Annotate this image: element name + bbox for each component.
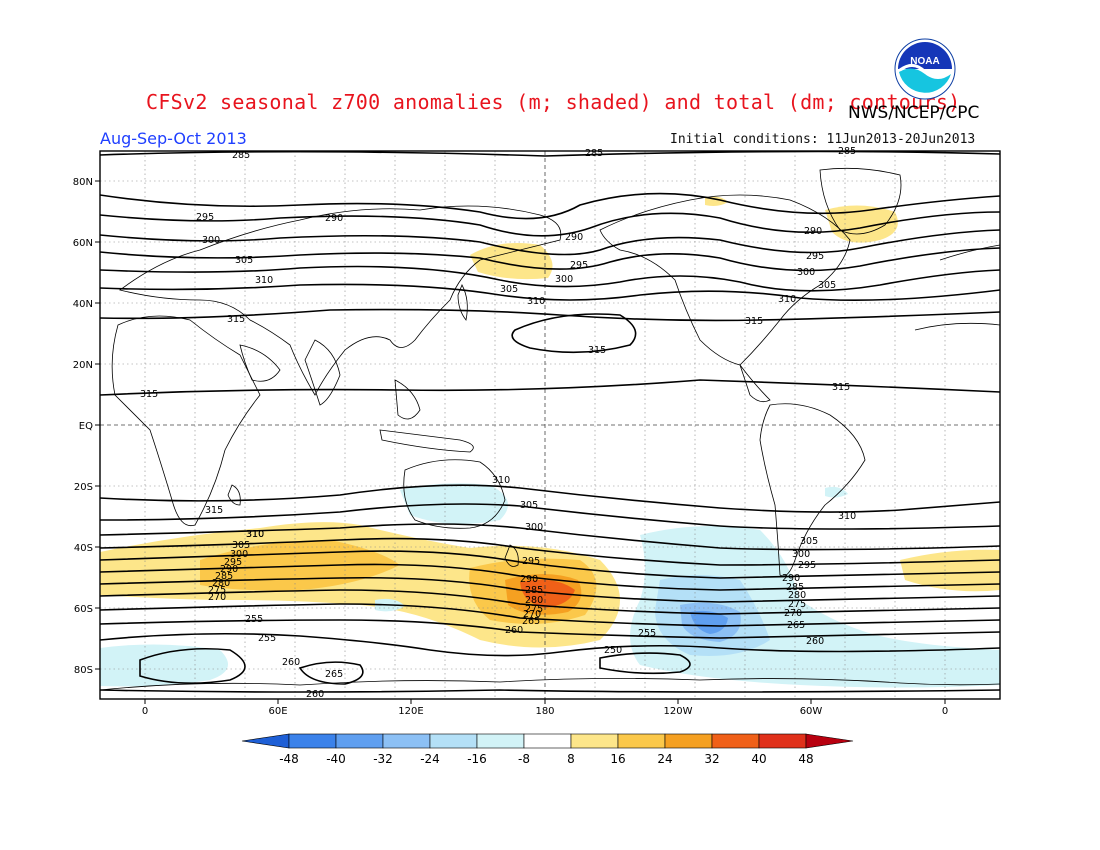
contour-label: 295 [224, 557, 242, 568]
lat-label: EQ [79, 421, 93, 432]
lat-label: 20N [73, 360, 93, 371]
contour-label: 270 [523, 609, 541, 620]
contour-label: 285 [786, 582, 804, 593]
contour-label: 295 [522, 556, 540, 567]
contour-label: 285 [215, 571, 233, 582]
contour-label: 250 [604, 645, 622, 656]
lat-label: 40S [74, 543, 93, 554]
contour-label: 265 [787, 620, 805, 631]
contour-label: 265 [325, 669, 343, 680]
contour-label: 305 [520, 500, 538, 511]
contour-label: 290 [325, 213, 343, 224]
contour-label: 315 [140, 389, 158, 400]
lon-label: 60W [800, 706, 823, 717]
lon-label: 120W [664, 706, 693, 717]
graticule [100, 151, 1000, 699]
contour-label: 305 [235, 255, 253, 266]
contour-label: 300 [230, 549, 248, 560]
lon-label: 60E [268, 706, 287, 717]
contour-label: 300 [792, 549, 810, 560]
contour-label: 290 [804, 226, 822, 237]
lat-label: 40N [73, 299, 93, 310]
map-title: CFSv2 seasonal z700 anomalies (m; shaded… [146, 90, 961, 114]
height-contours [100, 151, 1000, 693]
contour-label: 255 [638, 628, 656, 639]
contour-label: 295 [806, 251, 824, 262]
contour-label: 305 [800, 536, 818, 547]
contour-label: 315 [205, 505, 223, 516]
contour-label: 305 [818, 280, 836, 291]
contour-label: 310 [492, 475, 510, 486]
lat-label: 80N [73, 177, 93, 188]
contour-label: 280 [788, 590, 806, 601]
contour-label: 310 [246, 529, 264, 540]
contour-labels: 285 285 285 290 290 290 295 295 295 300 … [140, 146, 856, 700]
contour-label: 300 [525, 522, 543, 533]
contour-label: 285 [525, 585, 543, 596]
contour-label: 295 [798, 560, 816, 571]
lon-label: 180 [535, 706, 554, 717]
contour-label: 300 [797, 267, 815, 278]
contour-label: 275 [788, 599, 806, 610]
contour-label: 305 [500, 284, 518, 295]
contour-label: 310 [778, 294, 796, 305]
lon-label: 0 [142, 706, 148, 717]
contour-label: 315 [832, 382, 850, 393]
contour-label: 300 [202, 235, 220, 246]
noaa-logo: NOAA [894, 38, 956, 100]
contour-label: 295 [196, 212, 214, 223]
contour-label: 265 [522, 616, 540, 627]
contour-label: 255 [245, 614, 263, 625]
contour-label: 255 [258, 633, 276, 644]
lat-label: 60S [74, 604, 93, 615]
lat-label: 60N [73, 238, 93, 249]
contour-label: 260 [306, 689, 324, 700]
contour-label: 260 [806, 636, 824, 647]
axis-ticks [95, 180, 946, 704]
logo-text: NOAA [910, 56, 939, 67]
contour-label: 315 [745, 316, 763, 327]
contour-label: 260 [282, 657, 300, 668]
contour-label: 260 [505, 625, 523, 636]
contour-label: 315 [227, 314, 245, 325]
lon-label: 120E [398, 706, 423, 717]
contour-label: 290 [220, 564, 238, 575]
contour-label: 280 [212, 578, 230, 589]
contour-label: 310 [838, 511, 856, 522]
latitude-labels: 80N 60N 40N 20N EQ 20S 40S 60S 80S [73, 177, 93, 676]
contour-label: 310 [255, 275, 273, 286]
contour-label: 270 [208, 592, 226, 603]
longitude-labels: 0 60E 120E 180 120W 60W 0 [142, 706, 948, 717]
season-label: Aug-Sep-Oct 2013 [100, 129, 247, 148]
contour-label: 310 [246, 529, 264, 540]
lon-label: 0 [942, 706, 948, 717]
contour-label: 270 [784, 608, 802, 619]
contour-label: 285 [232, 150, 250, 161]
contour-label: 290 [520, 574, 538, 585]
contour-label: 300 [555, 274, 573, 285]
contour-label: 290 [782, 573, 800, 584]
lat-label: 20S [74, 482, 93, 493]
agency-label: NWS/NCEP/CPC [848, 103, 980, 123]
contour-label: 290 [565, 232, 583, 243]
contour-label: 305 [232, 540, 250, 551]
contour-label: 275 [525, 604, 543, 615]
contour-label: 315 [588, 345, 606, 356]
contour-label: 280 [525, 595, 543, 606]
contour-label: 295 [570, 260, 588, 271]
contour-label: 310 [527, 296, 545, 307]
initial-conditions-label: Initial conditions: 11Jun2013-20Jun2013 [670, 132, 976, 147]
contour-label: 285 [585, 148, 603, 159]
equator-dateline [100, 151, 1000, 699]
contour-label: 275 [208, 585, 226, 596]
lat-label: 80S [74, 665, 93, 676]
